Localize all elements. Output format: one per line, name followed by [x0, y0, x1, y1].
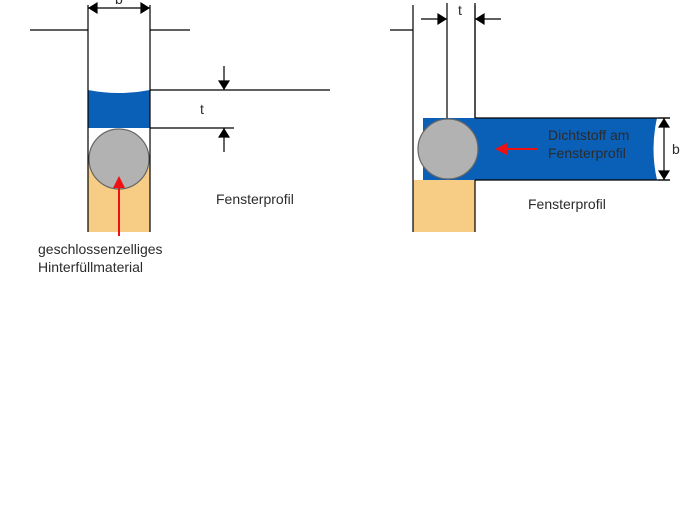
dim-b-right-label: b	[672, 141, 680, 157]
dim-t-right-label: t	[458, 2, 462, 18]
note-backer-line1: geschlossenzelliges	[38, 241, 163, 257]
dim-b-left-label: b	[115, 0, 123, 7]
label-fensterprofil-right: Fensterprofil	[528, 196, 606, 212]
note-backer-line2: Hinterfüllmaterial	[38, 259, 143, 275]
dim-t-left-label: t	[200, 101, 204, 117]
sealant-left	[88, 90, 150, 128]
note-seal-line1: Dichtstoff am	[548, 127, 629, 143]
backer-rod-right	[418, 119, 478, 179]
label-fensterprofil-left: Fensterprofil	[216, 191, 294, 207]
note-seal-line2: Fensterprofil	[548, 145, 626, 161]
joint-body-right	[413, 180, 475, 232]
